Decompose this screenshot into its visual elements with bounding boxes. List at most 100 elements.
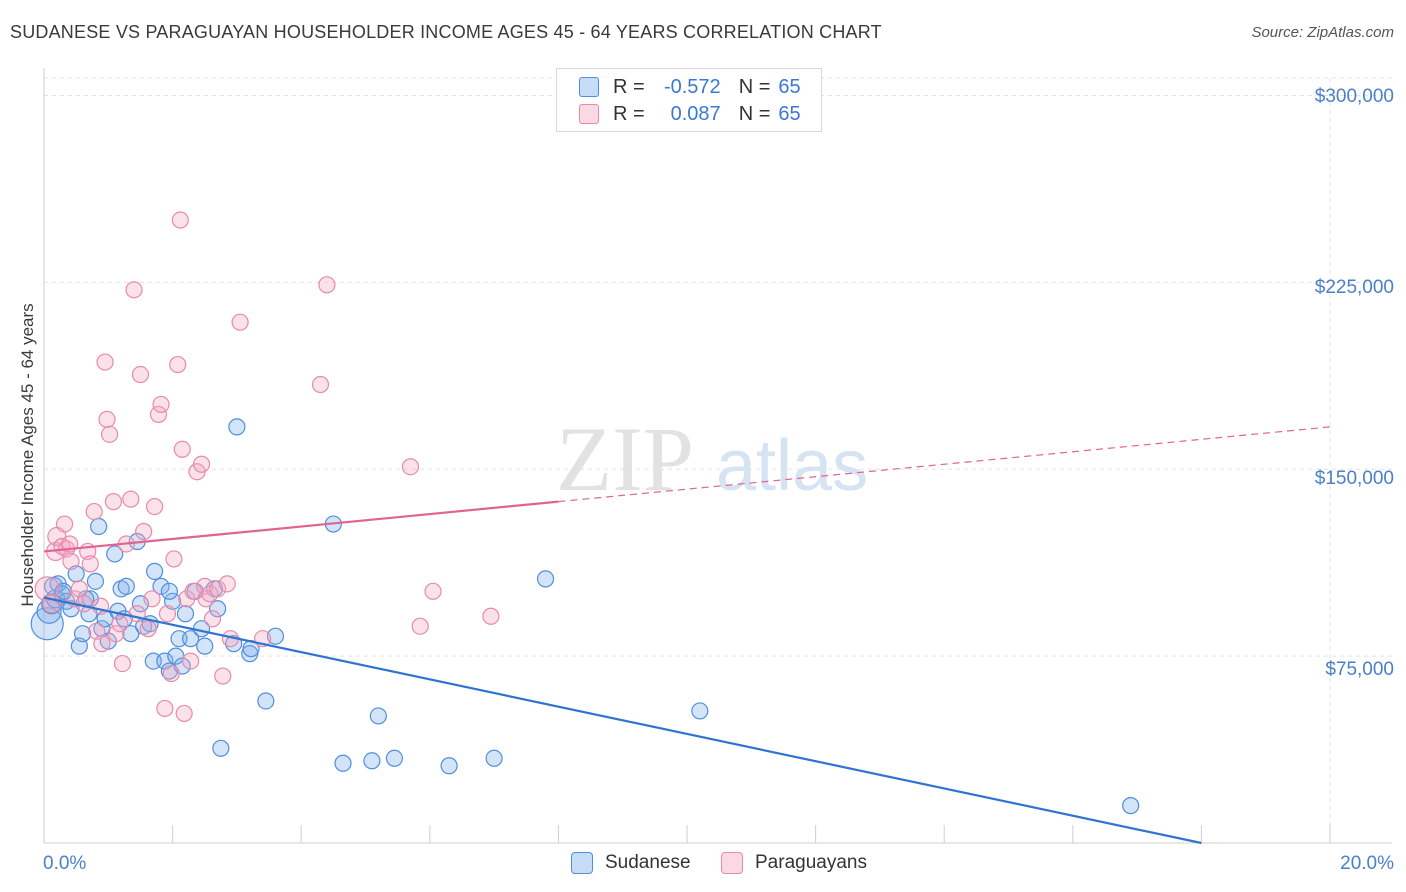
source-label: Source: ZipAtlas.com <box>1251 24 1394 41</box>
paraguayan-point <box>158 605 177 623</box>
paraguayan-point <box>162 664 180 683</box>
sudanese-point <box>385 749 404 767</box>
legend-row-paraguayans: R = 0.087 N = 65 <box>579 102 801 126</box>
paraguayan-point <box>401 458 420 476</box>
paraguayan-point <box>165 550 183 568</box>
paraguayan-point <box>173 440 191 458</box>
paraguayan-point <box>318 276 336 294</box>
legend-swatch-paraguayans <box>579 104 599 124</box>
sudanese-point <box>228 418 246 436</box>
paraguayan-point <box>122 490 140 508</box>
paraguayan-point <box>231 313 249 331</box>
paraguayan-point <box>175 704 193 723</box>
n-value: 65 <box>778 75 801 98</box>
paraguayan-trend-extension <box>558 426 1331 503</box>
paraguayan-point <box>169 355 187 374</box>
paraguayan-point <box>111 615 129 633</box>
watermark-zip: ZIP <box>556 408 694 510</box>
watermark-atlas: atlas <box>716 426 868 506</box>
paraguayan-point <box>91 597 110 615</box>
watermark: ZIP atlas <box>556 408 868 510</box>
sudanese-point <box>90 517 108 536</box>
paraguayan-point <box>145 497 164 516</box>
sudanese-point <box>212 739 230 757</box>
x-tick-label: 0.0% <box>43 853 87 874</box>
paraguayan-point <box>311 375 330 394</box>
sudanese-point <box>117 577 135 595</box>
paraguayan-point <box>192 455 211 473</box>
sudanese-point <box>691 702 709 720</box>
legend-swatch-sudanese <box>579 77 599 97</box>
y-tick-label: $150,000 <box>1314 468 1394 489</box>
legend-row-sudanese: R = -0.572 N = 65 <box>579 75 801 99</box>
y-axis-label: Householder Income Ages 45 - 64 years <box>18 303 37 607</box>
paraguayan-point <box>135 522 153 541</box>
sudanese-point <box>152 577 170 595</box>
paraguayan-point <box>93 635 111 653</box>
paraguayan-trend-line <box>43 500 559 553</box>
paraguayan-point <box>482 607 500 625</box>
correlation-legend: R = -0.572 N = 65 R = 0.087 N = 65 <box>556 68 822 132</box>
sudanese-point <box>160 662 178 680</box>
trend-layer <box>43 426 1331 845</box>
paraguayan-point <box>214 667 232 685</box>
paraguayan-point <box>143 590 161 608</box>
paraguayan-point <box>171 211 189 229</box>
n-value: 65 <box>778 102 801 125</box>
y-tick-label: $75,000 <box>1325 659 1394 680</box>
paraguayan-point <box>203 610 222 628</box>
paraguayan-point <box>113 654 132 673</box>
sudanese-point <box>369 707 387 725</box>
chart-title: SUDANESE VS PARAGUAYAN HOUSEHOLDER INCOM… <box>10 22 882 42</box>
sudanese-point <box>334 754 352 772</box>
paraguayan-point <box>98 410 116 428</box>
paraguayan-point <box>131 365 150 384</box>
sudanese-trend-line <box>43 596 1202 845</box>
paraguayan-point <box>411 617 429 635</box>
sudanese-point <box>160 582 178 600</box>
sudanese-point <box>176 605 195 623</box>
paraguayan-point <box>96 353 114 371</box>
sudanese-point <box>209 600 227 618</box>
sudanese-point <box>73 625 92 643</box>
sudanese-point <box>257 692 275 710</box>
sudanese-point <box>440 757 458 775</box>
sudanese-point <box>182 630 200 648</box>
paraguayan-point <box>55 515 74 533</box>
sudanese-point <box>145 562 164 580</box>
sudanese-point <box>30 607 64 641</box>
paraguayan-point <box>70 580 88 598</box>
sudanese-point <box>196 637 214 655</box>
paraguayan-point <box>209 580 227 598</box>
r-label: R = <box>613 102 645 125</box>
r-label: R = <box>613 75 645 98</box>
paraguayan-point <box>62 552 80 571</box>
legend-swatch-sudanese <box>571 852 593 874</box>
y-tick-label: $300,000 <box>1314 86 1394 107</box>
paraguayan-point <box>104 493 123 511</box>
legend-item-sudanese[interactable]: Sudanese <box>571 852 691 874</box>
sudanese-point <box>363 752 381 770</box>
paraguayan-point <box>218 575 236 593</box>
legend-label-paraguayans: Paraguayans <box>755 852 867 873</box>
y-tick-label: $225,000 <box>1314 277 1394 298</box>
paraguayan-point <box>149 405 168 424</box>
n-label: N = <box>738 102 771 125</box>
legend-label-sudanese: Sudanese <box>605 852 691 873</box>
series-legend: Sudanese Paraguayans <box>0 852 1406 878</box>
paraguayan-point <box>182 652 200 670</box>
sudanese-point <box>106 545 124 563</box>
n-label: N = <box>738 75 771 98</box>
legend-item-paraguayans[interactable]: Paraguayans <box>721 852 867 874</box>
r-value: 0.087 <box>670 102 721 125</box>
axis-layer <box>43 68 1392 844</box>
sudanese-point <box>536 570 555 588</box>
paraguayan-point <box>107 625 125 643</box>
paraguayan-point <box>139 620 157 638</box>
paraguayan-point <box>85 502 103 521</box>
x-tick-label: 20.0% <box>1340 853 1394 874</box>
sudanese-point <box>1122 797 1140 815</box>
paraguayan-point <box>424 582 442 600</box>
sudanese-point <box>266 627 285 645</box>
